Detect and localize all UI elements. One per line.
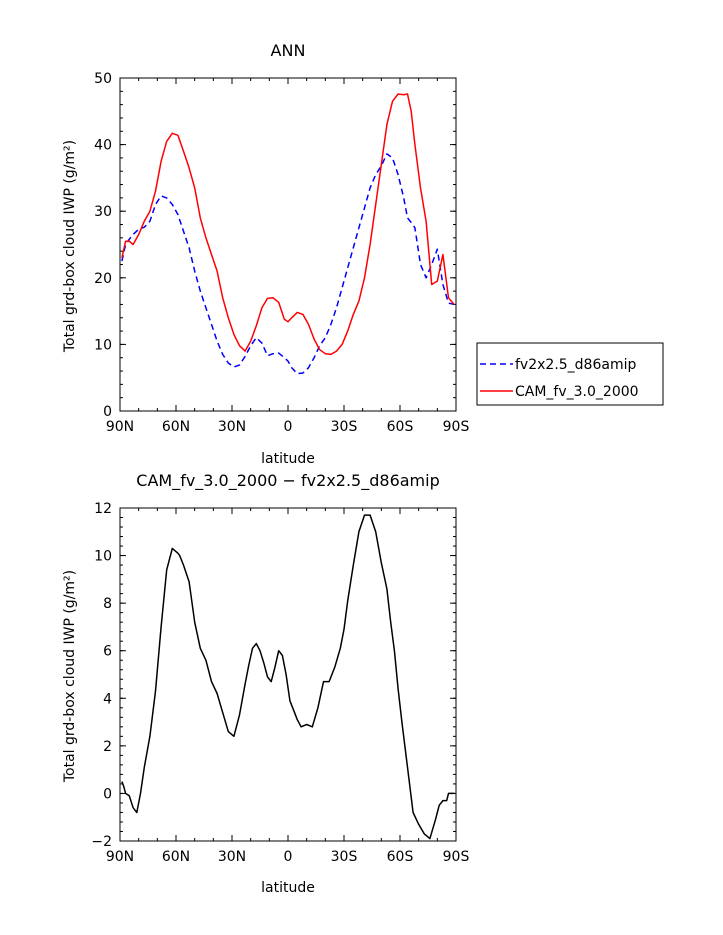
y-tick-label: −2	[91, 834, 112, 850]
bottom-chart-title: CAM_fv_3.0_2000 − fv2x2.5_d86amip	[136, 471, 439, 491]
x-tick-label: 60S	[387, 849, 414, 865]
x-tick-label: 60S	[387, 419, 414, 435]
x-tick-label: 30N	[218, 849, 246, 865]
x-tick-label: 0	[284, 419, 293, 435]
y-tick-label: 6	[103, 644, 112, 660]
x-tick-label: 30S	[331, 849, 358, 865]
y-tick-label: 40	[94, 138, 112, 154]
y-tick-label: 0	[103, 404, 112, 420]
x-tick-label: 30S	[331, 419, 358, 435]
top-chart-ylabel: Total grd-box cloud IWP (g/m²)	[62, 140, 78, 353]
top-chart-xlabel: latitude	[261, 451, 315, 467]
y-tick-label: 10	[94, 549, 112, 565]
legend-label-series-1: fv2x2.5_d86amip	[515, 357, 636, 373]
bottom-chart: CAM_fv_3.0_2000 − fv2x2.5_d86amip latitu…	[62, 471, 469, 896]
x-tick-label: 90S	[443, 419, 470, 435]
y-tick-label: 2	[103, 739, 112, 755]
top-chart-ticks: 90N 60N 30N 0 30S 60S 90S 0 10 20 30 40 50	[94, 71, 469, 435]
bottom-chart-xlabel: latitude	[261, 880, 315, 896]
bottom-chart-frame	[119, 507, 457, 842]
x-tick-label: 30N	[218, 419, 246, 435]
y-tick-label: 8	[103, 596, 112, 612]
y-tick-label: 20	[94, 271, 112, 287]
x-tick-label: 90N	[106, 849, 134, 865]
x-tick-label: 0	[284, 849, 293, 865]
legend: fv2x2.5_d86amip CAM_fv_3.0_2000	[476, 342, 664, 406]
bottom-chart-lines	[121, 514, 455, 840]
x-tick-label: 60N	[162, 419, 190, 435]
series-line-1	[121, 514, 455, 840]
series-line-1	[121, 153, 455, 375]
x-tick-label: 90N	[106, 419, 134, 435]
legend-label-series-2: CAM_fv_3.0_2000	[515, 384, 639, 400]
y-tick-label: 0	[103, 786, 112, 802]
y-tick-label: 12	[94, 501, 112, 517]
x-tick-label: 90S	[443, 849, 470, 865]
bottom-chart-ylabel: Total grd-box cloud IWP (g/m²)	[62, 570, 78, 783]
y-tick-label: 50	[94, 71, 112, 87]
x-tick-label: 60N	[162, 849, 190, 865]
top-chart-title: ANN	[271, 41, 306, 60]
y-tick-label: 4	[103, 691, 112, 707]
top-chart-lines	[121, 93, 455, 375]
top-chart: ANN latitude Total grd-box cloud IWP (g/…	[62, 41, 469, 467]
y-tick-label: 30	[94, 204, 112, 220]
top-chart-frame	[119, 77, 457, 412]
legend-box	[476, 342, 664, 406]
series-line-2	[121, 93, 455, 356]
y-tick-label: 10	[94, 337, 112, 353]
